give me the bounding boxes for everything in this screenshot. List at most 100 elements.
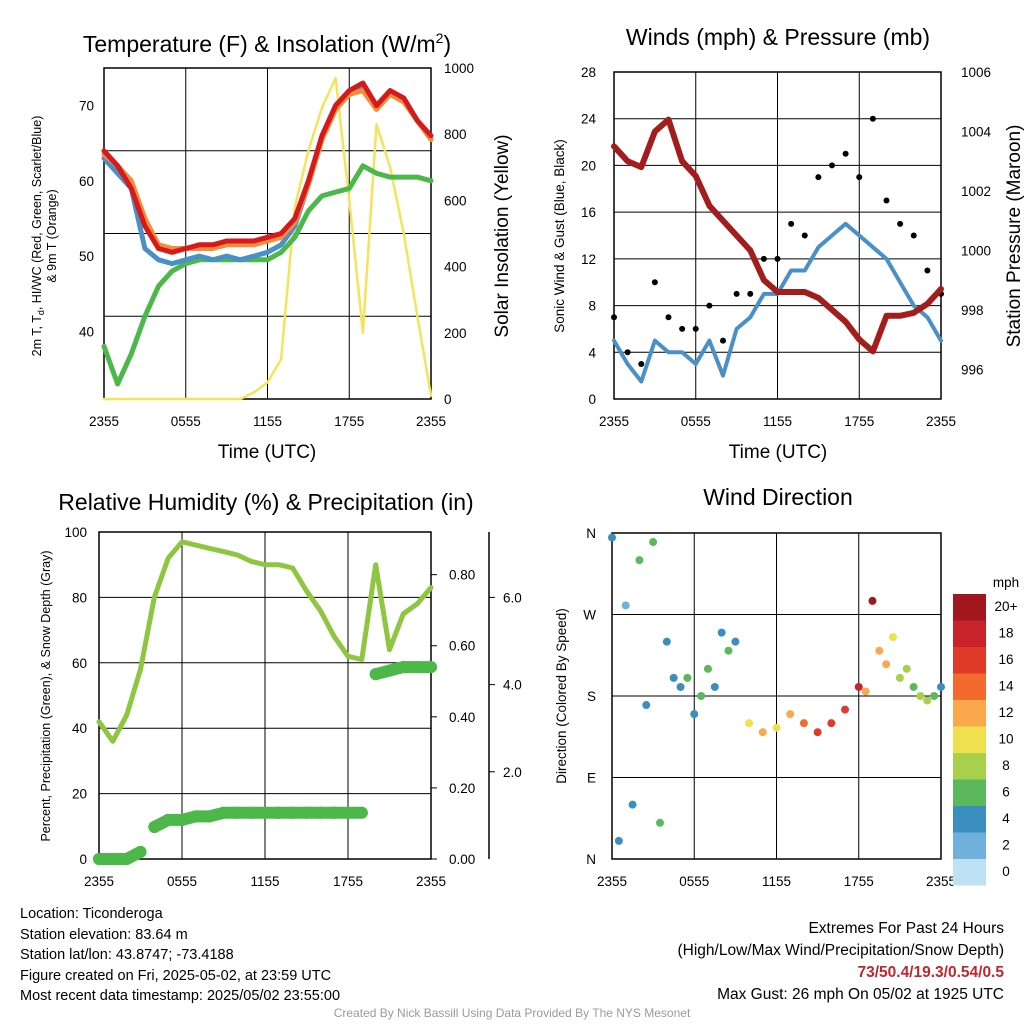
precip-point — [134, 845, 147, 858]
direction-point — [758, 728, 767, 737]
snow-tick: 4.0 — [503, 678, 522, 693]
direction-point — [745, 719, 754, 728]
dewpoint-line — [101, 163, 434, 387]
precip-point — [425, 661, 437, 674]
direction-point — [813, 728, 822, 737]
gust-point — [856, 174, 863, 181]
direction-point — [703, 664, 712, 673]
temperature-plot: 2355 0555 1155 1755 2355 40 50 60 70 0 200 400 600 80… — [79, 61, 474, 429]
gust-point — [733, 290, 740, 297]
legend-swatch — [953, 620, 986, 647]
direction-point — [635, 556, 644, 565]
direction-point — [731, 637, 740, 646]
direction-point — [799, 719, 808, 728]
legend-label: 0 — [1002, 864, 1010, 879]
wind-xtick: 1155 — [763, 414, 792, 429]
rh-ytick: 100 — [64, 525, 87, 540]
direction-point — [683, 673, 692, 682]
wind-frame — [613, 71, 942, 400]
precip-point — [355, 806, 368, 819]
wind-ytick: 12 — [581, 252, 596, 267]
dir-xtick: 1155 — [762, 874, 791, 889]
direction-point — [669, 673, 678, 682]
legend-swatch — [953, 700, 986, 727]
rh-y2tick: 0.80 — [449, 568, 475, 583]
gust-point — [679, 325, 686, 332]
dir-ytick: N — [586, 852, 596, 867]
direction-point — [628, 800, 637, 809]
dir-ytick: E — [587, 771, 596, 786]
insolation-line — [102, 76, 433, 401]
gust-point — [815, 174, 822, 181]
direction-point — [614, 836, 623, 845]
direction-point — [724, 646, 733, 655]
direction-point — [882, 660, 891, 669]
rh-ytick: 20 — [72, 787, 87, 802]
dir-xtick: 2355 — [597, 874, 627, 889]
dir-xtick: 2355 — [926, 874, 956, 889]
gust-point — [910, 232, 917, 239]
direction-point — [717, 628, 726, 637]
legend-swatch — [953, 832, 986, 859]
direction-point — [662, 637, 671, 646]
rh-xtick: 1755 — [333, 874, 363, 889]
temp-y2tick: 400 — [444, 260, 467, 275]
legend-label: 10 — [998, 732, 1013, 747]
speed-legend: mph 20+ 18 16 14 12 10 8 6 4 2 0 — [953, 575, 1019, 886]
elevation-text: Station elevation: 83.64 m — [20, 926, 188, 943]
wind-ylabel: Sonic Wind & Gust (Blue, Black) — [552, 139, 567, 333]
direction-point — [621, 601, 630, 610]
gust-point — [842, 150, 849, 157]
temp-xtick: 0555 — [171, 414, 201, 429]
humidity-line — [96, 539, 434, 744]
legend-swatch — [953, 779, 986, 806]
temp-y2tick: 0 — [444, 392, 452, 407]
rh-frame — [98, 531, 432, 860]
rh-ytick: 80 — [72, 590, 87, 605]
legend-swatch — [953, 806, 986, 833]
legend-swatch — [953, 726, 986, 753]
gust-point — [611, 314, 617, 321]
temp-xlabel: Time (UTC) — [218, 442, 317, 463]
temp-y2label: Solar Insolation (Yellow) — [492, 134, 513, 337]
dir-chart-title: Wind Direction — [703, 484, 853, 510]
temp-frame — [103, 67, 432, 400]
legend-label: 18 — [998, 626, 1013, 641]
temp-xtick: 2355 — [89, 414, 119, 429]
direction-point — [786, 710, 795, 719]
gust-point — [829, 162, 835, 169]
temp-y2tick: 800 — [444, 127, 467, 142]
dir-ytick: N — [586, 526, 596, 541]
direction-point — [854, 682, 863, 691]
gust-point — [774, 255, 781, 262]
rh-y2tick: 0.40 — [449, 710, 475, 725]
direction-point — [916, 692, 925, 700]
gust-point — [692, 325, 699, 332]
wind-ytick: 8 — [588, 299, 596, 314]
snow-tick: 6.0 — [503, 590, 522, 605]
rh-xtick: 1155 — [250, 874, 279, 889]
rh-ytick: 60 — [72, 656, 87, 671]
legend-swatch — [953, 594, 986, 621]
wind-ytick: 20 — [581, 158, 596, 173]
dir-ytick: W — [583, 608, 596, 623]
rh-xtick: 2355 — [84, 874, 114, 889]
extremes-box: Extremes For Past 24 Hours (High/Low/Max… — [678, 918, 1005, 1006]
humidity-plot: 2355 0555 1155 1755 2355 0 20 40 60 80 100 0.00 0.20… — [64, 525, 521, 889]
dir-frame — [611, 532, 942, 860]
temp-ytick: 70 — [79, 99, 94, 114]
snow-tick: 2.0 — [503, 765, 522, 780]
direction-point — [827, 719, 836, 728]
gust-point — [924, 267, 931, 274]
rh-chart-title: Relative Humidity (%) & Precipitation (i… — [58, 489, 473, 515]
rh-xtick: 0555 — [167, 874, 197, 889]
rh-y2tick: 0.00 — [449, 852, 475, 867]
wind-xtick: 2355 — [926, 414, 956, 429]
legend-label: 6 — [1002, 785, 1010, 800]
temp-y2tick: 1000 — [444, 61, 474, 76]
direction-point — [690, 710, 699, 719]
recent-text: Most recent data timestamp: 2025/05/02 2… — [20, 988, 341, 1004]
wind-xtick: 1755 — [844, 414, 874, 429]
temp-y2tick: 600 — [444, 193, 467, 208]
